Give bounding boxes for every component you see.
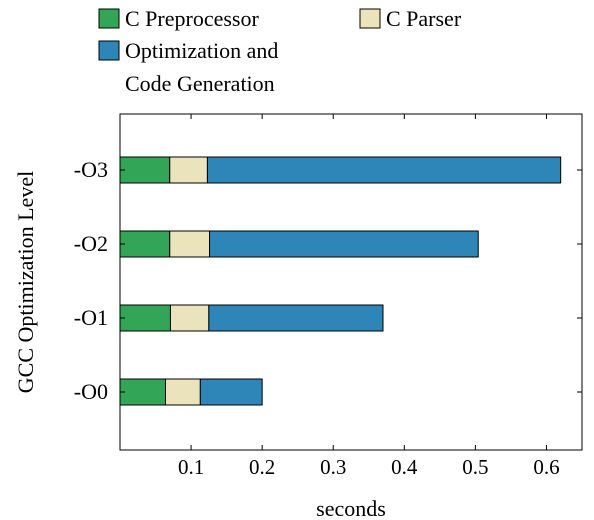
legend-swatch (98, 40, 120, 61)
y-tick-label: -O2 (74, 231, 108, 256)
bar-segment (208, 304, 384, 332)
bar-segment (119, 304, 171, 332)
bar-segment (169, 304, 210, 332)
x-tick-label: 0.1 (178, 455, 204, 479)
x-tick-label: 0.5 (462, 455, 488, 479)
x-tick-label: 0.4 (391, 455, 418, 479)
bar-segment (206, 156, 562, 184)
legend-item: Optimization and Code Generation (98, 38, 278, 96)
x-tick-label: 0.6 (533, 455, 559, 479)
legend-label: Code Generation (125, 71, 275, 96)
legend-swatch (98, 8, 120, 29)
y-axis-label: GCC Optimization Level (13, 171, 38, 393)
legend-item: C Preprocessor (98, 6, 259, 31)
y-tick-label: -O0 (74, 379, 108, 404)
bar-segment (199, 378, 263, 406)
x-axis-ticks: 0.1 0.2 0.3 0.4 0.5 0.6 (178, 114, 560, 479)
bar-segment (119, 156, 171, 184)
legend-label: C Preprocessor (125, 6, 259, 31)
chart-legend: C Preprocessor C Parser Optimization and Co… (98, 6, 462, 96)
x-tick-label: 0.2 (249, 455, 275, 479)
legend-label: C Parser (386, 6, 462, 31)
bar-segment (119, 230, 171, 258)
x-tick-label: 0.3 (320, 455, 346, 479)
bar-segment (169, 156, 208, 184)
bars-layer (119, 156, 562, 406)
y-tick-label: -O1 (74, 305, 108, 330)
legend-item: C Parser (359, 6, 462, 31)
bar-segment (169, 230, 211, 258)
y-tick-label: -O3 (74, 157, 108, 182)
bar-segment (164, 378, 201, 406)
bar-segment (119, 378, 166, 406)
x-axis-label: seconds (316, 496, 386, 520)
y-axis-ticks: -O3 -O2 -O1 -O0 (74, 157, 582, 404)
legend-label: Optimization and (125, 38, 278, 63)
plot-area-frame (119, 113, 583, 451)
bar-segment (209, 230, 479, 258)
legend-swatch (359, 8, 381, 29)
